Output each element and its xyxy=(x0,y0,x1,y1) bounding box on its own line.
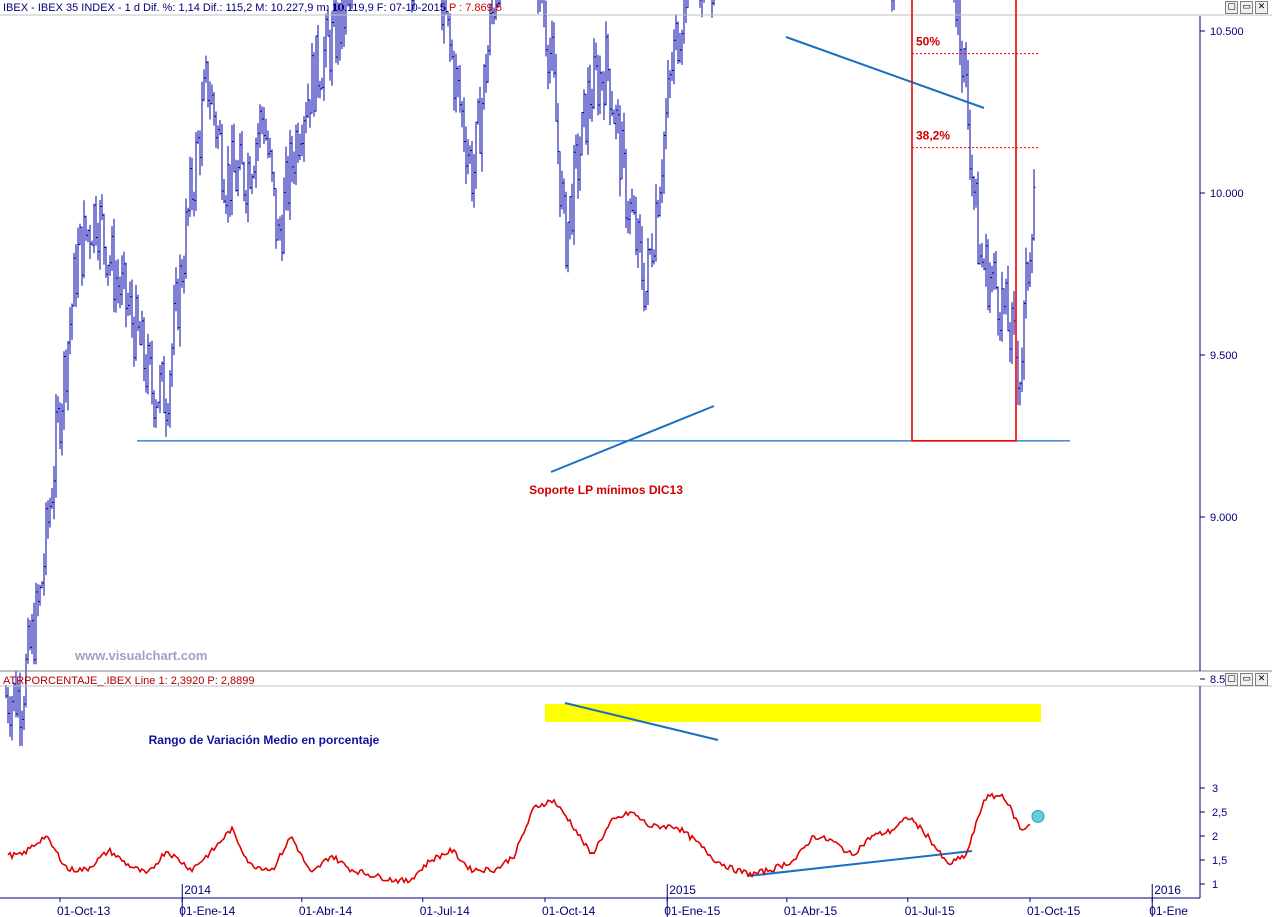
x-tick-label: 01-Oct-15 xyxy=(1027,904,1081,917)
indicator-window-buttons: ▢ ▭ ✕ xyxy=(1225,673,1268,686)
atr-line xyxy=(7,792,1031,885)
year-marker-label: 2015 xyxy=(669,883,696,897)
atr-y-tick-label: 1,5 xyxy=(1212,855,1227,867)
restore-icon[interactable]: ▢ xyxy=(1225,1,1238,14)
x-tick-label: 01-Abr-14 xyxy=(299,904,353,917)
price-bars xyxy=(5,0,1036,747)
close-icon[interactable]: ✕ xyxy=(1255,1,1268,14)
x-tick-label: 01-Abr-15 xyxy=(784,904,838,917)
fib-level-label: 38,2% xyxy=(916,129,950,143)
year-marker-label: 2016 xyxy=(1154,883,1181,897)
atr-y-tick-label: 2 xyxy=(1212,831,1218,843)
atr-description-label: Rango de Variación Medio en porcentaje xyxy=(149,733,380,747)
minimize-icon[interactable]: ▭ xyxy=(1240,1,1253,14)
x-tick-label: 01-Ene xyxy=(1149,904,1188,917)
price-header-info: IBEX - IBEX 35 INDEX - 1 d Dif. %: 1,14 … xyxy=(3,2,446,14)
price-rising-trendline xyxy=(550,405,715,473)
fibonacci-box xyxy=(911,0,1017,442)
atr-y-tick-label: 1 xyxy=(1212,879,1218,891)
support-label: Soporte LP mínimos DIC13 xyxy=(529,483,683,497)
atr-y-tick-label: 3 xyxy=(1212,783,1218,795)
x-tick-label: 01-Jul-15 xyxy=(905,904,955,917)
price-y-tick-label: 9.500 xyxy=(1210,350,1238,362)
price-header: IBEX - IBEX 35 INDEX - 1 d Dif. %: 1,14 … xyxy=(3,1,502,15)
price-header-price: P : 7.869,5 xyxy=(448,2,502,14)
atr-rising-trendline xyxy=(747,850,973,877)
x-tick-label: 01-Oct-14 xyxy=(542,904,596,917)
watermark: www.visualchart.com xyxy=(75,648,208,663)
annotations: Soporte LP mínimos DIC1361,8%50%38,2%Ran… xyxy=(137,0,1070,747)
close-icon[interactable]: ✕ xyxy=(1255,673,1268,686)
price-window-buttons: ▢ ▭ ✕ xyxy=(1225,1,1268,14)
minimize-icon[interactable]: ▭ xyxy=(1240,673,1253,686)
price-y-tick-label: 9.000 xyxy=(1210,512,1238,524)
atr-y-tick-label: 2,5 xyxy=(1212,807,1227,819)
trendlines xyxy=(545,36,1041,877)
restore-icon[interactable]: ▢ xyxy=(1225,673,1238,686)
year-marker-label: 2014 xyxy=(184,883,211,897)
x-tick-label: 01-Jul-14 xyxy=(420,904,470,917)
x-tick-label: 01-Ene-15 xyxy=(664,904,720,917)
price-falling-trendline xyxy=(785,36,985,109)
atr-falling-trendline xyxy=(564,702,719,741)
atr-last-value-marker xyxy=(1031,809,1045,823)
price-y-tick-label: 10.500 xyxy=(1210,26,1244,38)
fib-level-label: 50% xyxy=(916,35,940,49)
x-tick-label: 01-Oct-13 xyxy=(57,904,111,917)
atr-highlight-band xyxy=(545,704,1041,722)
price-y-tick-label: 10.000 xyxy=(1210,188,1244,200)
x-tick-label: 01-Ene-14 xyxy=(179,904,235,917)
indicator-line xyxy=(7,792,1045,885)
indicator-header: ATRPORCENTAJE_.IBEX Line 1: 2,3920 P: 2,… xyxy=(3,675,255,687)
